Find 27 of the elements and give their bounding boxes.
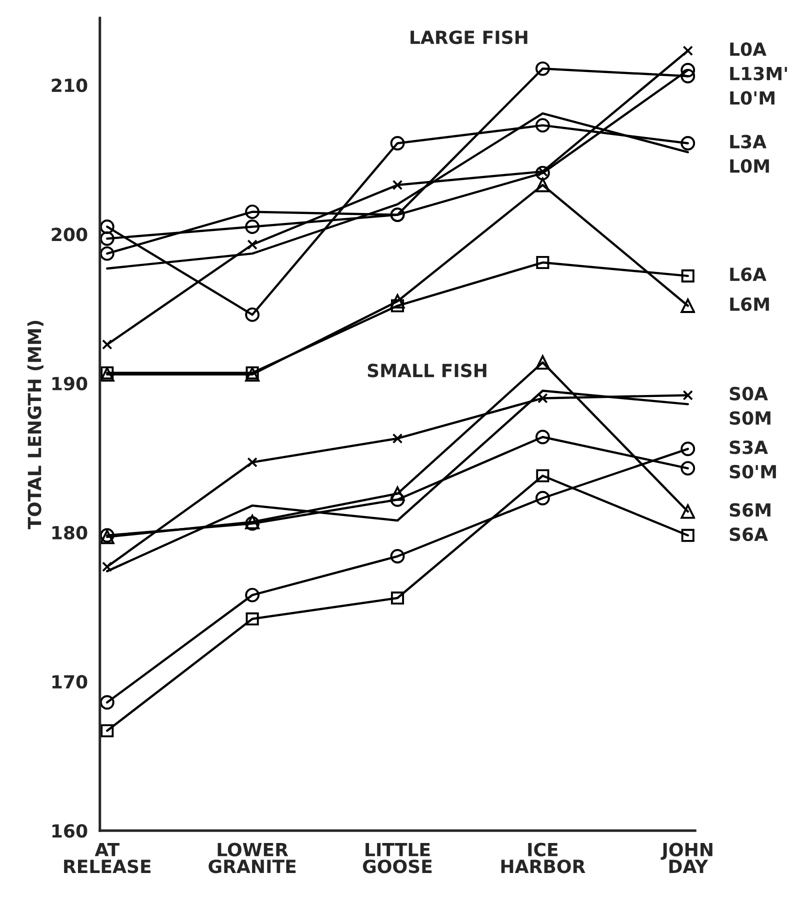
x-tick-label: JOHN DAY bbox=[660, 842, 712, 873]
x-tick-label: ICE HARBOR bbox=[501, 842, 586, 874]
series-label: S0'M bbox=[730, 464, 776, 479]
annotation: LARGE FISH bbox=[410, 30, 528, 44]
y-tick-label: 200 bbox=[52, 228, 88, 242]
text: S0A bbox=[730, 386, 768, 400]
series-label: L3A bbox=[730, 134, 766, 148]
y-tick-label: 190 bbox=[52, 376, 88, 390]
x-tick-label: AT RELEASE bbox=[64, 843, 151, 874]
text: L13M' bbox=[730, 66, 787, 80]
y-tick-label: 210 bbox=[52, 78, 88, 92]
text: L0'M bbox=[730, 91, 774, 105]
x-tick-label: LOWER GRANITE bbox=[208, 842, 296, 874]
text: L6A bbox=[730, 268, 766, 282]
series-label: L6M bbox=[730, 297, 769, 311]
y-tick-label: 160 bbox=[52, 824, 88, 838]
series-label: S6M bbox=[730, 503, 770, 517]
text: S0M bbox=[730, 411, 770, 425]
annotation: SMALL FISH bbox=[368, 364, 486, 378]
series-label: S3A bbox=[730, 440, 768, 454]
text: L0M bbox=[730, 159, 769, 173]
text: S6A bbox=[730, 528, 768, 542]
y-tick-label: 180 bbox=[52, 526, 88, 540]
text: L0A bbox=[730, 42, 766, 56]
y-axis-title: TOTAL LENGTH (MM) bbox=[27, 320, 44, 530]
y-tick-label: 170 bbox=[52, 674, 88, 689]
x-tick-label: LITTLE GOOSE bbox=[362, 843, 432, 874]
